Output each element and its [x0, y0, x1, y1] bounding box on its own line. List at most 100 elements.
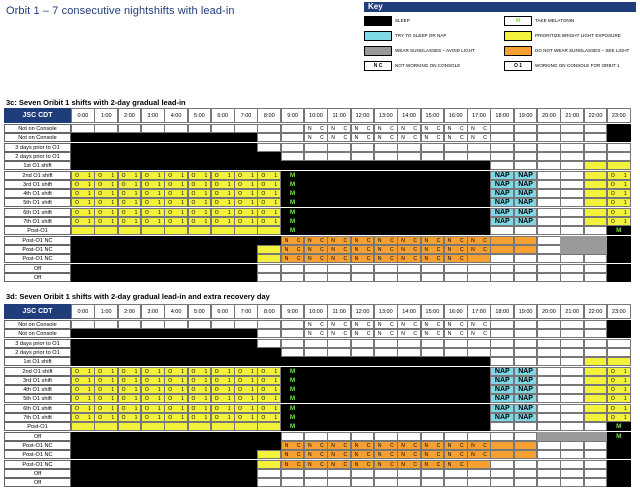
schedule-cell [537, 244, 561, 254]
row-label: Post-O1 NC [4, 244, 71, 254]
row-label: Off [4, 263, 71, 273]
schedule-cell [537, 179, 561, 189]
schedule-cell [513, 338, 538, 348]
schedule-cell [397, 468, 421, 478]
sleep-cell [164, 468, 188, 478]
hour-header: 12:00 [350, 304, 375, 319]
hour-header: 3:00 [140, 304, 165, 319]
bright-light-cell [71, 422, 95, 432]
schedule-cell [280, 142, 305, 152]
schedule-cell [537, 272, 561, 282]
schedule-cell [257, 468, 282, 478]
schedule-cell [560, 217, 585, 226]
schedule-cell [443, 151, 468, 161]
hour-header: 14:00 [397, 304, 421, 319]
schedule-cell [513, 329, 538, 339]
schedule-cell [537, 189, 561, 199]
sleep-cell [350, 189, 375, 199]
hour-header: 21:00 [560, 108, 585, 123]
sleep-cell [350, 366, 375, 376]
schedule-cell [467, 478, 491, 488]
sleep-cell [327, 198, 352, 208]
schedule-cell [373, 431, 398, 441]
hour-header: 15:00 [420, 304, 445, 319]
schedule-cell [373, 468, 398, 478]
key-swatch-avoid [364, 46, 392, 56]
bright-light-cell [583, 357, 608, 367]
sleep-cell [443, 198, 468, 208]
bright-light-cell [71, 226, 95, 236]
sleep-cell [257, 440, 282, 450]
row-label: Not on Console [4, 124, 71, 133]
melatonin-cell: M [280, 198, 305, 208]
bright-light-cell [583, 207, 608, 217]
schedule-cell [490, 468, 515, 478]
sleep-cell [304, 422, 328, 432]
sleep-cell [164, 161, 188, 171]
schedule-cell [71, 320, 95, 329]
sleep-cell [397, 385, 421, 395]
see-light-cell [513, 440, 538, 450]
row-label: 4th O1 shift [4, 385, 71, 395]
sleep-cell [606, 244, 631, 254]
schedule-cell [537, 151, 561, 161]
sleep-cell [443, 385, 468, 395]
sleep-cell [373, 366, 398, 376]
schedule-cell [327, 151, 352, 161]
sleep-cell [187, 151, 212, 161]
hour-header: 10:00 [304, 108, 328, 123]
sleep-cell [606, 440, 631, 450]
schedule-cell [350, 431, 375, 441]
schedule-cell [560, 320, 585, 329]
schedule-cell [583, 254, 608, 264]
schedule-cell [420, 151, 445, 161]
schedule-cell [606, 347, 631, 357]
sleep-cell [210, 357, 235, 367]
key-label-o1: WORKING ON CONSOLE FOR ORBIT 1 [535, 63, 620, 68]
sleep-cell [94, 254, 119, 264]
schedule-cell [257, 320, 282, 329]
nap-cell: NAP [490, 413, 515, 422]
sleep-cell [443, 403, 468, 413]
table-3c-title: 3c: Seven Oribit 1 shifts with 2-day gra… [6, 98, 186, 107]
sleep-cell [304, 366, 328, 376]
schedule-cell [606, 338, 631, 348]
row-label: Off [4, 478, 71, 488]
sleep-cell [140, 357, 165, 367]
sleep-cell [373, 217, 398, 226]
avoid-light-cell [537, 431, 561, 441]
sleep-cell [94, 329, 119, 339]
sleep-cell [467, 385, 491, 395]
schedule-cell [513, 422, 538, 432]
sleep-cell [94, 133, 119, 143]
bright-light-cell [117, 422, 142, 432]
